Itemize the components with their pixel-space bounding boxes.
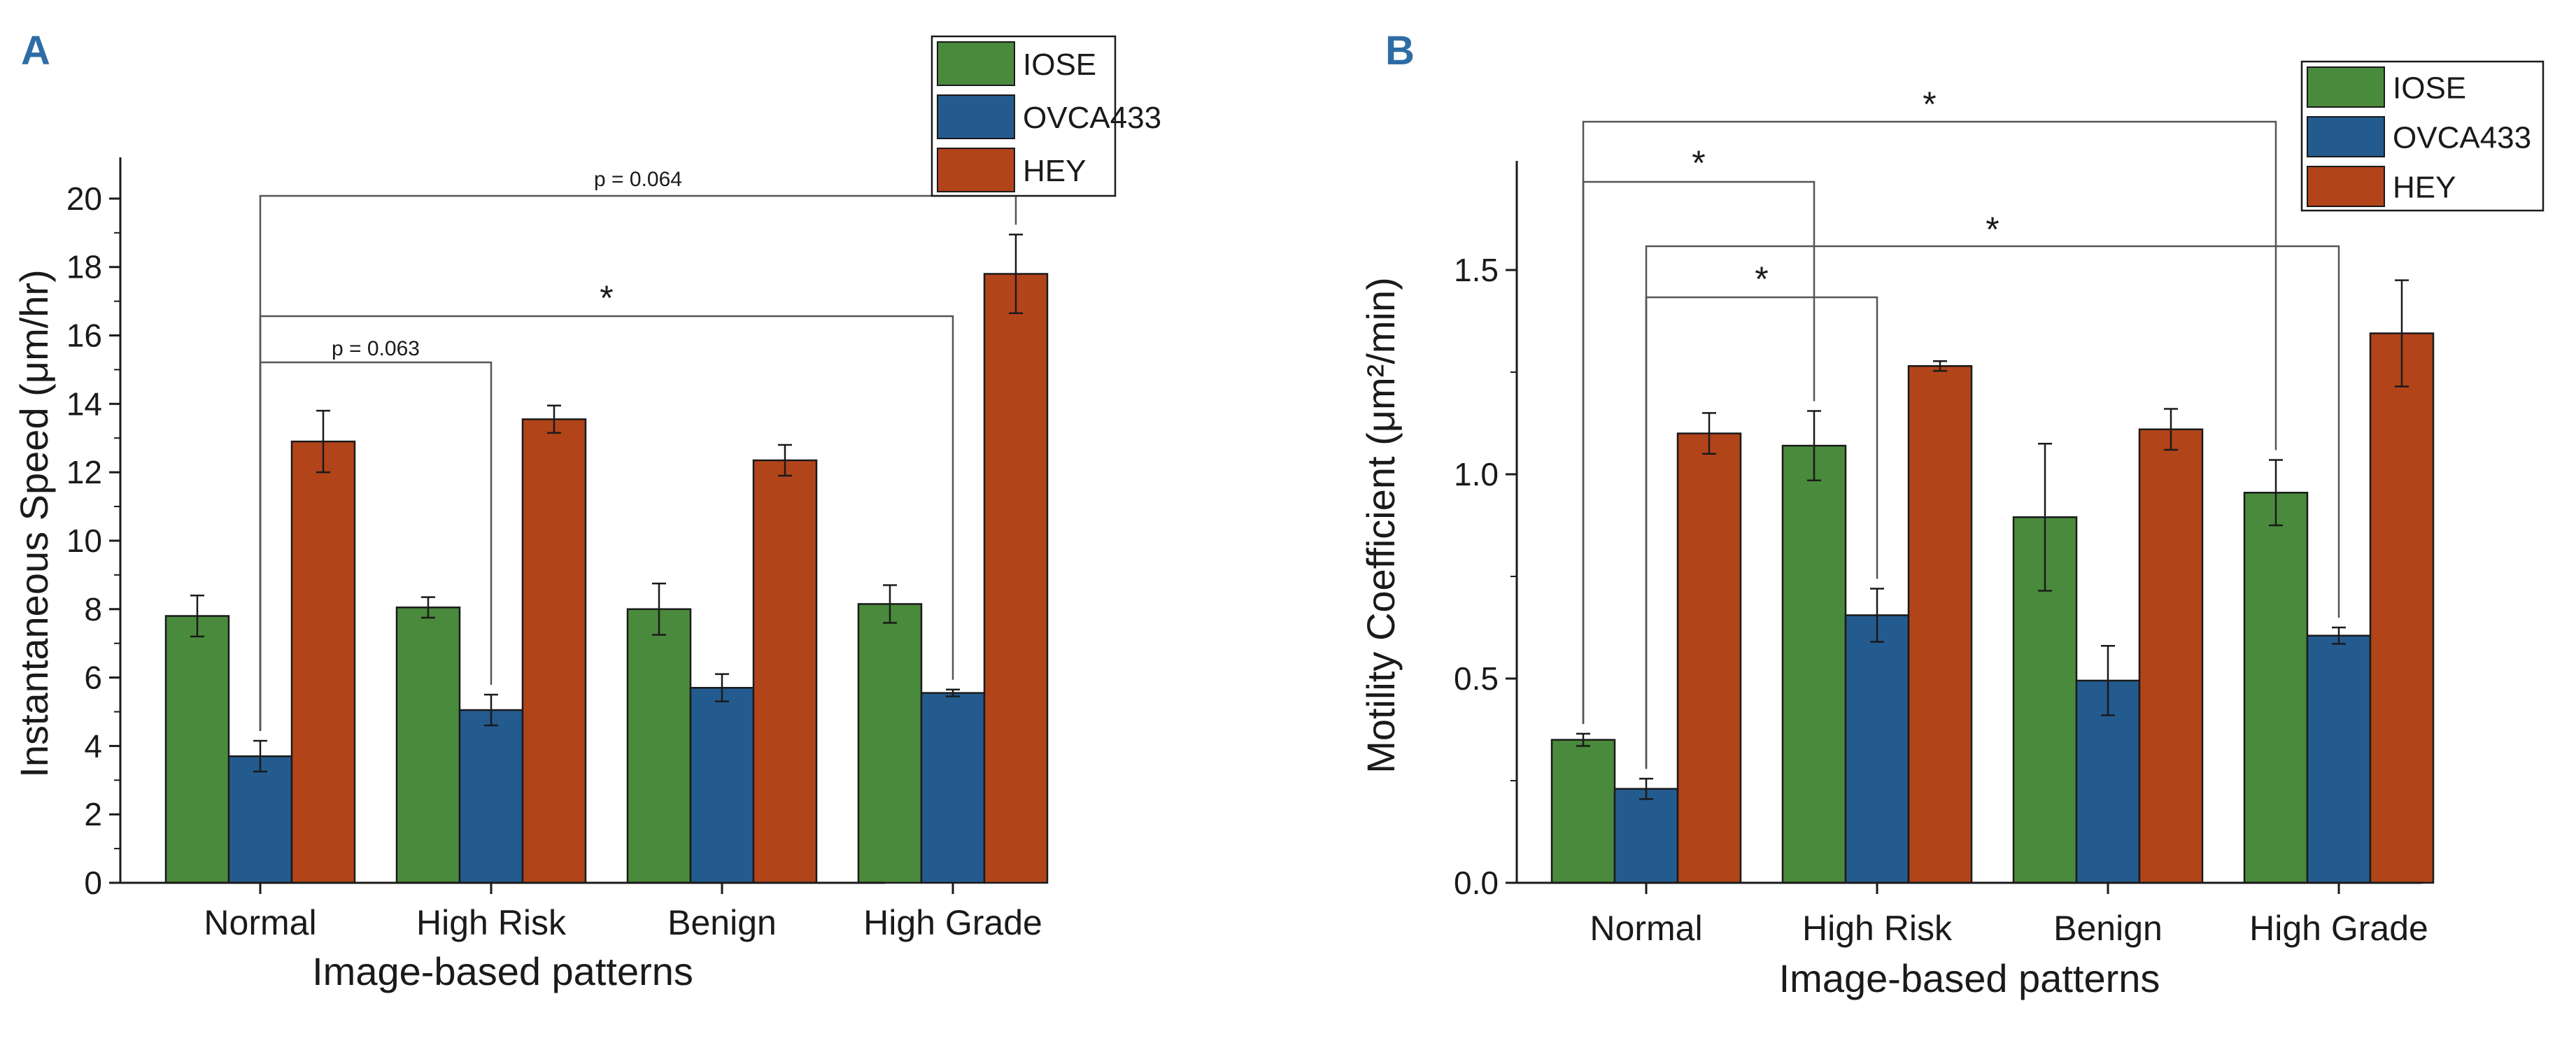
y-tick-label: 2 [84,796,102,832]
bar-IOSE-benign [626,608,692,884]
y-tick-label: 8 [84,591,102,627]
bar-OVCA433-high-grade [2306,634,2372,884]
bar-IOSE-high-grade [857,603,923,884]
bracket-line [259,315,954,732]
bar-IOSE-normal [164,615,230,884]
significance-star: * [1923,85,1936,124]
x-axis-title: Image-based patterns [1779,956,2160,1000]
bar-OVCA433-benign [689,686,755,884]
bar-HEY-benign [2138,428,2204,884]
bracket-line [1582,180,1816,724]
y-tick-label: 0.5 [1454,660,1499,697]
x-tick-label: High Risk [416,903,567,942]
bar-HEY-normal [1676,432,1742,884]
bar-HEY-high-grade [2369,332,2435,884]
bar-OVCA433-normal [1613,788,1679,884]
legend-swatch-IOSE [2307,66,2385,108]
bracket-line [259,361,493,732]
y-axis-title: Motility Coefficient (μm²/min) [1359,277,1403,774]
bar-IOSE-normal [1550,739,1616,884]
legend-swatch-OVCA433 [2307,116,2385,157]
chart-panel-A: A 0 2 4 6 8 10 12 14 16 18 20 Normal High Risk Benign H… [12,28,1161,993]
bar-OVCA433-high-risk [1844,614,1910,884]
significance-bracket: * [1645,260,1878,769]
significance-star: * [600,278,613,318]
significance-star: * [1692,143,1705,183]
panel-letter: A [21,28,50,73]
bar-HEY-normal [290,440,356,884]
x-tick-label: Normal [204,903,316,942]
y-tick-label: 1.5 [1454,252,1499,288]
bar-HEY-high-grade [983,273,1049,884]
x-axis-title: Image-based patterns [312,949,693,993]
bracket-line [1645,245,2340,769]
bar-HEY-benign [752,459,818,884]
bar-OVCA433-normal [227,755,293,884]
significance-bracket: * [1582,143,1816,724]
y-tick-label: 6 [84,660,102,696]
y-tick-label: 16 [66,318,102,354]
p-value-label: p = 0.064 [594,168,682,191]
p-value-label: p = 0.063 [332,337,420,360]
legend-label: HEY [1023,154,1086,188]
legend-label: IOSE [1023,48,1096,82]
y-tick-label: 14 [66,385,102,422]
significance-star: * [1986,210,1999,249]
legend-swatch-IOSE [937,41,1015,86]
bar-HEY-high-risk [1907,364,1973,884]
legend-swatch-OVCA433 [937,94,1015,139]
bar-HEY-high-risk [521,418,587,884]
y-tick-label: 12 [66,454,102,490]
bar-OVCA433-high-grade [920,692,986,884]
y-tick-label: 1.0 [1454,456,1499,492]
x-tick-label: High Risk [1802,909,1953,948]
legend-swatch-HEY [2307,166,2385,207]
legend-label: IOSE [2393,71,2466,106]
significance-bracket: * [1645,210,2340,769]
x-tick-label: Normal [1590,909,1702,948]
bracket-line [1645,296,1878,769]
bar-IOSE-high-risk [1781,444,1847,884]
significance-star: * [1755,260,1768,299]
legend-label: OVCA433 [1023,101,1161,135]
y-tick-label: 4 [84,728,102,764]
x-tick-label: High Grade [2249,909,2428,948]
bar-OVCA433-high-risk [458,709,524,884]
chart-panel-B: B 0.0 0.5 1.0 1.5 Normal High Risk Benign High G… [1359,28,2545,1000]
bar-IOSE-high-grade [2243,492,2309,884]
x-tick-label: High Grade [863,903,1042,942]
legend-swatch-HEY [937,148,1015,192]
y-tick-label: 0 [84,865,102,901]
bar-IOSE-high-risk [395,606,461,884]
legend-label: OVCA433 [2393,121,2531,155]
y-tick-label: 18 [66,249,102,285]
x-tick-label: Benign [667,903,777,942]
x-tick-label: Benign [2053,909,2163,948]
legend-label: HEY [2393,171,2456,205]
panel-letter: B [1385,28,1415,73]
y-tick-label: 10 [66,523,102,559]
y-axis-title: Instantaneous Speed (μm/hr) [12,269,56,777]
y-tick-label: 20 [66,180,102,217]
legend: IOSE OVCA433 HEY [2300,60,2545,212]
legend: IOSE OVCA433 HEY [930,35,1161,197]
significance-bracket: p = 0.063 [259,337,493,732]
y-tick-label: 0.0 [1454,865,1499,901]
